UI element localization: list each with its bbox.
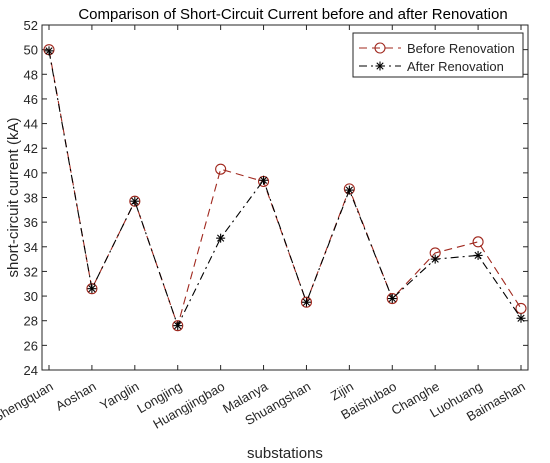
data-point-asterisk — [44, 46, 54, 56]
y-tick-label: 34 — [24, 240, 38, 255]
data-point-circle — [172, 320, 184, 332]
y-tick-label: 38 — [24, 191, 38, 206]
y-tick-label: 48 — [24, 67, 38, 82]
data-point-asterisk — [87, 284, 97, 294]
data-point-asterisk — [216, 233, 226, 243]
x-tick-label: Shengquan — [0, 379, 56, 425]
legend-label: Before Renovation — [407, 41, 515, 56]
data-point-asterisk — [130, 196, 140, 206]
series-after-renovation — [44, 46, 526, 331]
data-point-circle — [386, 292, 398, 305]
legend-box — [352, 32, 524, 78]
y-tick-label: 50 — [24, 43, 38, 58]
data-point-asterisk — [259, 175, 269, 185]
x-tick-label: Yanglin — [97, 379, 141, 413]
data-point-asterisk — [375, 61, 385, 71]
y-tick-label: 40 — [24, 166, 38, 181]
y-tick-label: 28 — [24, 314, 38, 329]
legend-label: After Renovation — [407, 59, 504, 74]
y-tick-label: 30 — [24, 289, 38, 304]
chart-legend: Before Renovation After Renovation — [352, 32, 524, 78]
data-point-circle — [86, 283, 98, 295]
y-axis-label: short-circuit current (kA) — [5, 117, 22, 277]
x-axis-label: substations — [247, 445, 323, 462]
x-tick-label: Aoshan — [53, 379, 99, 414]
data-point-circle — [215, 163, 227, 175]
y-tick-label: 36 — [24, 215, 38, 230]
y-tick-label: 32 — [24, 264, 38, 279]
data-point-asterisk — [301, 297, 311, 307]
data-point-circle — [515, 302, 527, 314]
data-point-asterisk — [344, 185, 354, 195]
data-point-circle — [300, 296, 313, 308]
data-point-circle — [472, 236, 484, 248]
y-tick-label: 24 — [24, 363, 38, 378]
data-point-circle — [374, 42, 386, 54]
data-point-asterisk — [516, 313, 526, 323]
y-tick-label: 42 — [24, 141, 38, 156]
data-point-circle — [129, 195, 141, 207]
data-point-asterisk — [387, 294, 397, 304]
data-point-asterisk — [173, 321, 183, 331]
x-tick-label: Zijin — [328, 379, 356, 404]
y-axis-ticks: 24 26 28 30 32 34 36 38 40 42 44 46 48 50 52 — [24, 18, 528, 378]
chart-title: Comparison of Short-Circuit Current befo… — [78, 6, 507, 23]
series-layer — [43, 44, 527, 332]
plot-area — [41, 24, 529, 371]
data-point-asterisk — [430, 254, 440, 264]
y-tick-label: 52 — [24, 18, 38, 33]
y-tick-label: 46 — [24, 92, 38, 107]
series-line — [48, 50, 522, 328]
data-point-asterisk — [473, 250, 483, 260]
y-tick-label: 26 — [24, 338, 38, 353]
y-tick-label: 44 — [24, 117, 38, 132]
